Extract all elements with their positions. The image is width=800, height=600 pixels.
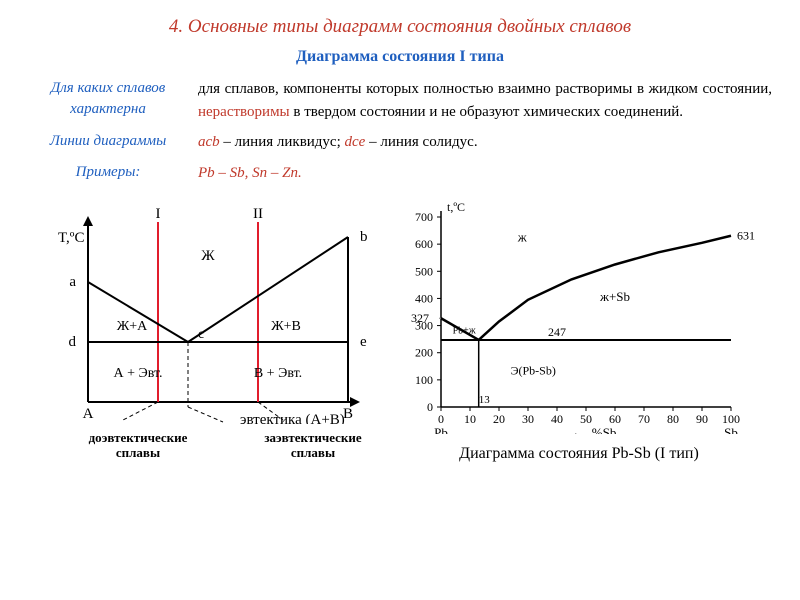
row-applicability: Для каких сплавов характерна для сплавов…: [28, 78, 772, 123]
svg-text:200: 200: [415, 346, 433, 360]
row-examples: Примеры: Pb – Sb, Sn – Zn.: [28, 162, 772, 185]
svg-text:13: 13: [479, 394, 491, 406]
label: Примеры:: [28, 162, 198, 183]
svg-text:50: 50: [580, 412, 592, 426]
text: acb – линия ликвидус; dce – линия солиду…: [198, 131, 772, 154]
svg-text:e: e: [360, 334, 367, 350]
svg-text:→: →: [567, 425, 580, 434]
pbsb-diagram: 0100200300400500600700010203040506070809…: [386, 192, 772, 463]
svg-text:600: 600: [415, 237, 433, 251]
under-label-hypo: доэвтектическиесплавы: [88, 431, 188, 461]
svg-text:t,ºС: t,ºС: [447, 200, 465, 214]
svg-text:II: II: [253, 206, 263, 222]
svg-text:%Sb: %Sb: [592, 425, 617, 434]
svg-text:ж+Sb: ж+Sb: [599, 289, 630, 304]
svg-text:c: c: [198, 327, 204, 342]
svg-text:247: 247: [548, 325, 566, 339]
svg-text:А + Эвт.: А + Эвт.: [113, 366, 162, 381]
label: Для каких сплавов: [51, 80, 166, 96]
svg-text:ж: ж: [517, 229, 528, 244]
svg-text:100: 100: [415, 373, 433, 387]
label: характерна: [70, 101, 146, 117]
svg-text:Sb: Sb: [724, 425, 738, 434]
svg-text:эвтектика (А+В): эвтектика (А+В): [240, 412, 345, 424]
svg-text:40: 40: [551, 412, 563, 426]
svg-text:500: 500: [415, 264, 433, 278]
svg-text:60: 60: [609, 412, 621, 426]
svg-text:90: 90: [696, 412, 708, 426]
svg-text:А: А: [83, 406, 94, 422]
row-lines: Линии диаграммы acb – линия ликвидус; dc…: [28, 131, 772, 154]
label: Линии диаграммы: [28, 131, 198, 152]
svg-text:30: 30: [522, 412, 534, 426]
svg-text:Ж: Ж: [201, 248, 215, 264]
svg-text:631: 631: [737, 229, 755, 243]
svg-text:327: 327: [411, 311, 429, 325]
svg-text:0: 0: [427, 400, 433, 414]
svg-text:T,ºС: T,ºС: [58, 230, 84, 246]
svg-text:a: a: [69, 274, 76, 290]
text: Pb – Sb, Sn – Zn.: [198, 162, 772, 185]
svg-text:d: d: [69, 334, 77, 350]
under-label-hyper: заэвтектическиесплавы: [258, 431, 368, 461]
svg-text:Ж+В: Ж+В: [271, 319, 301, 334]
pbsb-caption: Диаграмма состояния Pb-Sb (I тип): [386, 445, 772, 463]
svg-text:Pb: Pb: [434, 425, 448, 434]
svg-text:20: 20: [493, 412, 505, 426]
svg-text:Ж+А: Ж+А: [117, 319, 148, 334]
svg-text:Э(Pb-Sb): Э(Pb-Sb): [511, 363, 556, 377]
svg-text:b: b: [360, 229, 368, 245]
svg-text:10: 10: [464, 412, 476, 426]
svg-text:I: I: [156, 206, 161, 222]
svg-text:700: 700: [415, 210, 433, 224]
page-title: 4. Основные типы диаграмм состояния двой…: [28, 16, 772, 38]
text: для сплавов, компоненты которых полность…: [198, 78, 772, 123]
schematic-diagram: T,ºСIIIЖabcdeЖ+АЖ+ВА + Эвт.В + Эвт.АВэвт…: [28, 192, 368, 461]
svg-text:Pb+ж: Pb+ж: [453, 326, 476, 337]
svg-text:В + Эвт.: В + Эвт.: [254, 366, 302, 381]
svg-text:100: 100: [722, 412, 740, 426]
page-subtitle: Диаграмма состояния I типа: [28, 48, 772, 66]
svg-text:80: 80: [667, 412, 679, 426]
svg-text:400: 400: [415, 291, 433, 305]
svg-text:70: 70: [638, 412, 650, 426]
svg-text:0: 0: [438, 412, 444, 426]
